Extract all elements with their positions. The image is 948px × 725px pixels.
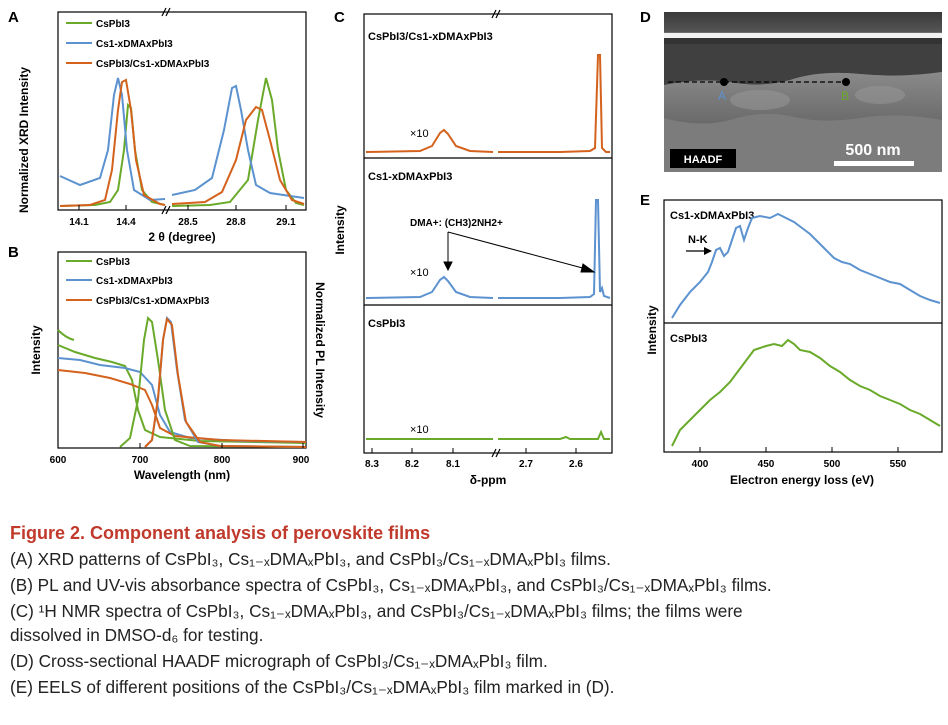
panel-c-ticks — [371, 448, 577, 453]
scale-bar-label: 500 nm — [845, 142, 900, 159]
caption-title: Figure 2. Component analysis of perovski… — [10, 523, 431, 543]
nmr-arrows — [443, 231, 596, 273]
svg-text:900: 900 — [293, 455, 310, 466]
panel-b-legend: CsPbI3 Cs1-xDMAxPbI3 CsPbI3/Cs1-xDMAxPbI… — [66, 257, 210, 307]
panel-b-frame — [57, 251, 307, 449]
haadf-label: HAADF — [684, 154, 723, 166]
panel-c-ylabel: Intensity — [333, 205, 347, 255]
point-b-marker — [842, 78, 850, 86]
nmr-label-top: CsPbI3/Cs1-xDMAxPbI3 — [368, 31, 493, 43]
svg-text:2.7: 2.7 — [519, 459, 533, 470]
panel-a-break-top — [161, 7, 171, 17]
panel-a-legend: CsPbI3 Cs1-xDMAxPbI3 CsPbI3/Cs1-xDMAxPbI… — [66, 19, 210, 70]
nmr-x10-top: ×10 — [410, 128, 429, 140]
panel-e-ticks — [699, 447, 899, 452]
panel-b-label: B — [8, 244, 19, 261]
svg-text:Cs1-xDMAxPbI3: Cs1-xDMAxPbI3 — [96, 276, 173, 287]
legend-a-2: Cs1-xDMAxPbI3 — [96, 39, 173, 50]
panel-a-break-bottom — [161, 205, 171, 215]
nmr-label-bottom: CsPbI3 — [368, 318, 405, 330]
panel-a-frame — [57, 11, 307, 211]
legend-a-1: CsPbI3 — [96, 19, 130, 30]
panel-c-ticklabels: 8.3 8.2 8.1 2.7 2.6 — [365, 459, 583, 470]
svg-text:400: 400 — [692, 459, 709, 470]
svg-text:CsPbI3/Cs1-xDMAxPbI3: CsPbI3/Cs1-xDMAxPbI3 — [96, 296, 210, 307]
svg-text:700: 700 — [132, 455, 149, 466]
svg-text:29.1: 29.1 — [276, 217, 296, 228]
svg-text:450: 450 — [758, 459, 775, 470]
nmr-dma — [365, 199, 611, 299]
panel-e-ticklabels: 400 450 500 550 — [692, 459, 907, 470]
panel-e-label: E — [640, 192, 650, 209]
panel-e-frame — [663, 199, 943, 453]
legend-a-3: CsPbI3/Cs1-xDMAxPbI3 — [96, 59, 210, 70]
nmr-csPbI3 — [366, 429, 610, 440]
panel-e-xlabel: Electron energy loss (eV) — [730, 473, 874, 487]
point-a-marker — [720, 78, 728, 86]
nmr-label-mid: Cs1-xDMAxPbI3 — [368, 171, 452, 183]
nmr-x10-bottom: ×10 — [410, 424, 429, 436]
eels-annotation: N-K — [688, 234, 708, 246]
panel-a-xlabel: 2 θ (degree) — [148, 230, 215, 244]
panel-a-label: A — [8, 9, 19, 26]
eels-label-top: Cs1-xDMAxPbI3 — [670, 210, 754, 222]
panel-c-break — [491, 9, 501, 458]
panel-c-frame — [363, 13, 613, 454]
xrd-curve-dma — [59, 77, 305, 202]
svg-text:28.5: 28.5 — [178, 217, 198, 228]
panel-a-ticklabels: 14.1 14.4 28.5 28.8 29.1 — [69, 217, 296, 228]
pl-dma — [144, 315, 307, 448]
svg-text:550: 550 — [890, 459, 907, 470]
panel-c-label: C — [334, 9, 345, 26]
svg-text:CsPbI3: CsPbI3 — [96, 257, 130, 268]
panel-b-ticklabels: 600 700 800 900 — [50, 455, 310, 466]
panel-b-ylabel-left: Intensity — [29, 325, 43, 375]
svg-text:8.2: 8.2 — [405, 459, 419, 470]
nmr-x10-mid: ×10 — [410, 267, 429, 279]
pl-csPbI3 — [57, 315, 307, 448]
svg-text:2.6: 2.6 — [569, 459, 583, 470]
point-a-label: A — [718, 89, 726, 103]
scale-bar — [834, 161, 914, 166]
caption-e: (E) EELS of different positions of the C… — [10, 677, 615, 697]
svg-text:8.1: 8.1 — [446, 459, 460, 470]
caption-b: (B) PL and UV-vis absorbance spectra of … — [10, 575, 772, 595]
xrd-curve-csPbI3 — [59, 77, 305, 207]
panel-a-ticks — [78, 205, 287, 210]
svg-text:14.4: 14.4 — [116, 217, 136, 228]
panel-b-xlabel: Wavelength (nm) — [134, 468, 230, 482]
xrd-curve-combo — [59, 78, 305, 207]
nmr-annotation: DMA+: (CH3)2NH2+ — [410, 218, 503, 229]
eels-top — [671, 212, 941, 319]
figure: A Normalized XRD Intensity CsPbI3 Cs1-xD… — [8, 7, 943, 487]
eels-label-bottom: CsPbI3 — [670, 333, 707, 345]
pl-combo — [144, 316, 307, 448]
point-b-label: B — [841, 89, 849, 103]
abs-csPbI3 — [57, 344, 307, 444]
caption-a: (A) XRD patterns of CsPbI₃, Cs₁₋ₓDMAₓPbI… — [10, 549, 611, 569]
svg-text:8.3: 8.3 — [365, 459, 379, 470]
svg-text:28.8: 28.8 — [226, 217, 246, 228]
caption-d: (D) Cross-sectional HAADF micrograph of … — [10, 651, 548, 671]
panel-e-ylabel: Intensity — [645, 305, 659, 355]
panel-a-ylabel: Normalized XRD Intensity — [17, 67, 31, 213]
panel-b-ticks — [57, 443, 304, 448]
caption-c: (C) ¹H NMR spectra of CsPbI₃, Cs₁₋ₓDMAₓP… — [10, 601, 743, 621]
nmr-combo — [365, 54, 610, 153]
panel-b-ylabel-right: Normalized PL Intensity — [313, 282, 327, 418]
haadf-micrograph: A B HAADF 500 nm — [664, 12, 942, 172]
caption-c-continued: dissolved in DMSO-d₆ for testing. — [10, 625, 264, 645]
eels-bottom — [671, 338, 941, 447]
panel-c-xlabel: δ-ppm — [470, 473, 507, 487]
svg-text:600: 600 — [50, 455, 67, 466]
eels-arrow — [686, 247, 712, 255]
svg-text:800: 800 — [214, 455, 231, 466]
panel-d-label: D — [640, 9, 651, 26]
svg-text:14.1: 14.1 — [69, 217, 89, 228]
svg-text:500: 500 — [824, 459, 841, 470]
